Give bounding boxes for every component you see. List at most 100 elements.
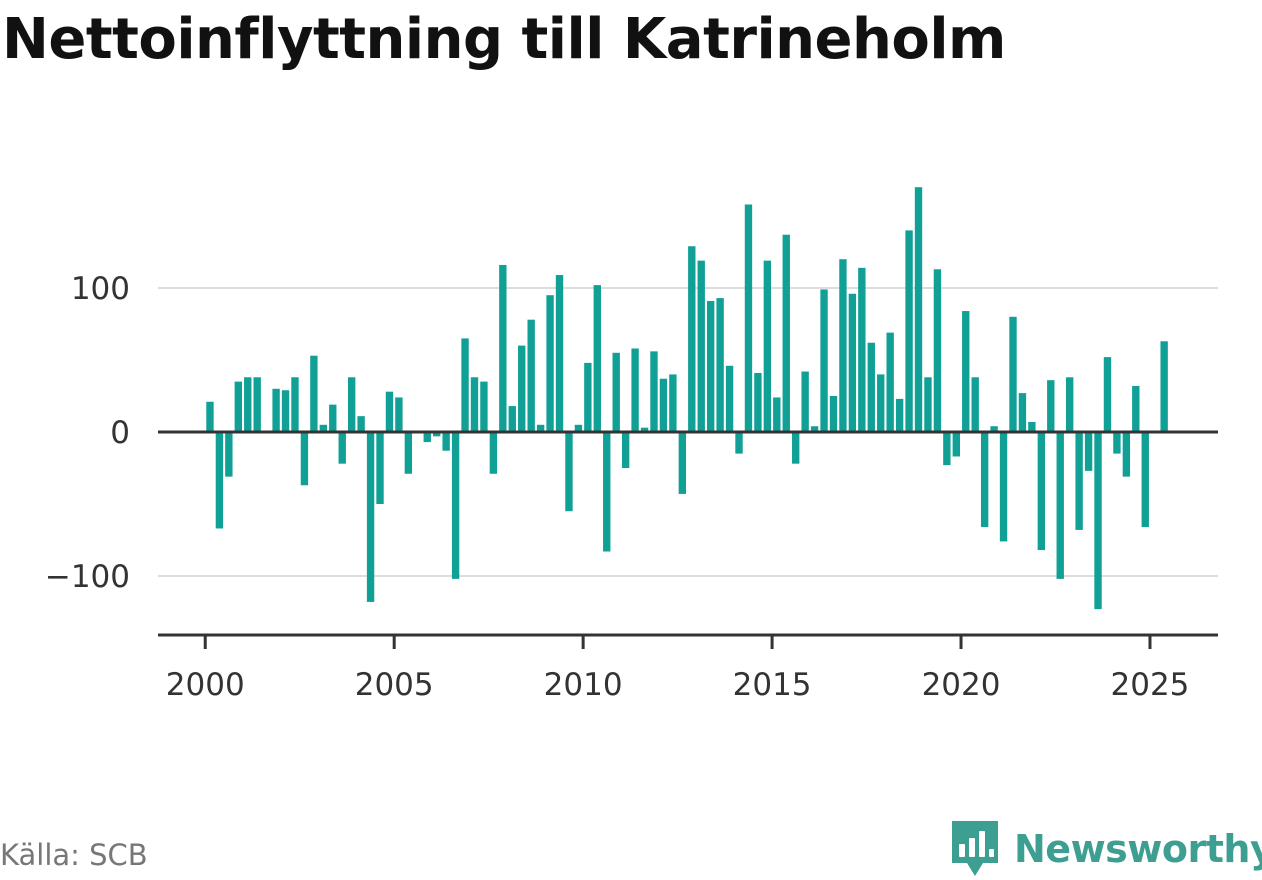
y-tick-label: −100 <box>45 559 130 595</box>
bar-2006-Q1 <box>433 432 441 437</box>
chart-title: Nettoinflyttning till Katrineholm <box>2 7 1006 72</box>
bars <box>206 187 1168 610</box>
bar-2011-Q3 <box>640 427 649 432</box>
bar-2017-Q1 <box>848 293 857 432</box>
bar-2017-Q4 <box>877 374 885 432</box>
bar-2000-Q3 <box>225 432 233 477</box>
bar-2014-Q3 <box>754 372 762 432</box>
bar-2022-Q4 <box>1065 377 1074 432</box>
bar-2024-Q4 <box>1141 432 1149 528</box>
bar-2020-Q4 <box>990 426 998 432</box>
bar-2012-Q4 <box>688 246 696 432</box>
bar-2000-Q4 <box>234 381 242 432</box>
bar-2011-Q1 <box>621 432 630 468</box>
bar-2024-Q2 <box>1122 432 1131 477</box>
bar-2001-Q2 <box>253 377 261 432</box>
bar-2008-Q1 <box>508 406 516 432</box>
x-tick-label: 2010 <box>544 667 623 703</box>
bar-2010-Q1 <box>584 362 592 432</box>
bar-2023-Q2 <box>1084 432 1093 471</box>
bar-2016-Q2 <box>820 289 828 432</box>
bar-2007-Q1 <box>470 377 479 432</box>
bar-2013-Q3 <box>716 298 724 432</box>
bar-2005-Q2 <box>404 432 413 474</box>
bar-2007-Q3 <box>489 432 498 474</box>
x-tick-label: 2005 <box>355 667 434 703</box>
bar-2020-Q2 <box>971 377 979 432</box>
x-tick-label: 2000 <box>166 667 245 703</box>
bar-2016-Q4 <box>839 259 847 432</box>
x-tick-label: 2025 <box>1111 667 1190 703</box>
brand-name: Newsworthy <box>1014 827 1262 871</box>
bar-2008-Q4 <box>536 424 545 432</box>
bar-2012-Q1 <box>659 378 668 432</box>
bar-2023-Q3 <box>1094 432 1102 610</box>
bar-2010-Q4 <box>612 352 620 432</box>
bar-2019-Q1 <box>924 377 932 432</box>
bar-2022-Q2 <box>1047 380 1055 432</box>
bar-2014-Q1 <box>735 432 743 454</box>
bar-2006-Q2 <box>442 432 450 451</box>
bar-2018-Q4 <box>914 187 923 432</box>
bar-2008-Q3 <box>527 319 535 432</box>
bar-2014-Q2 <box>744 204 753 432</box>
y-tick-label: 100 <box>71 271 130 307</box>
bar-2008-Q2 <box>518 345 526 432</box>
bar-2004-Q2 <box>366 432 375 602</box>
bar-2005-Q1 <box>395 397 403 432</box>
bar-2011-Q4 <box>650 351 658 432</box>
bar-2002-Q3 <box>300 432 309 486</box>
bar-2018-Q3 <box>905 230 913 432</box>
bar-2006-Q4 <box>461 338 469 432</box>
newsworthy-brand[interactable]: Newsworthy <box>950 818 1262 880</box>
x-tick-label: 2015 <box>733 667 812 703</box>
bar-2018-Q2 <box>895 398 904 432</box>
bar-2017-Q2 <box>858 267 866 432</box>
bar-2022-Q1 <box>1037 432 1046 551</box>
bar-2015-Q1 <box>773 397 781 432</box>
bar-2024-Q1 <box>1113 432 1121 454</box>
bar-2015-Q3 <box>792 432 800 464</box>
bar-2003-Q1 <box>319 424 328 432</box>
bar-2024-Q3 <box>1132 385 1140 432</box>
bar-2022-Q3 <box>1056 432 1064 579</box>
bar-2000-Q1 <box>206 401 214 432</box>
bar-2007-Q2 <box>480 381 488 432</box>
bar-2023-Q1 <box>1075 432 1083 530</box>
bar-2000-Q2 <box>215 432 224 529</box>
x-tick-label: 2020 <box>922 667 1001 703</box>
bar-2021-Q2 <box>1009 316 1017 432</box>
bar-2019-Q4 <box>952 432 960 457</box>
bar-2001-Q1 <box>244 377 252 432</box>
axes <box>158 430 1218 649</box>
bar-2021-Q4 <box>1028 421 1036 432</box>
bar-2018-Q1 <box>886 332 894 432</box>
newsworthy-logo-icon <box>952 821 998 876</box>
bar-2016-Q1 <box>810 426 819 432</box>
bar-2002-Q4 <box>310 355 318 432</box>
bar-2003-Q3 <box>338 432 346 464</box>
bar-2009-Q3 <box>565 432 573 512</box>
bar-2002-Q1 <box>281 390 290 432</box>
bar-2020-Q1 <box>962 311 970 432</box>
bar-2015-Q4 <box>801 371 809 432</box>
bar-2020-Q3 <box>980 432 989 528</box>
bar-2011-Q2 <box>631 348 639 432</box>
bar-2013-Q1 <box>697 260 705 432</box>
bar-2013-Q4 <box>725 365 734 432</box>
bar-2006-Q3 <box>451 432 460 579</box>
bar-2001-Q4 <box>272 388 280 432</box>
bar-2004-Q3 <box>376 432 384 504</box>
bar-2009-Q1 <box>546 295 554 432</box>
bar-2004-Q1 <box>357 416 365 432</box>
bar-2023-Q4 <box>1103 357 1112 432</box>
bar-2012-Q3 <box>678 432 687 494</box>
bar-2010-Q2 <box>593 285 601 432</box>
bar-2012-Q2 <box>669 374 677 432</box>
gridlines <box>158 287 1218 577</box>
bar-2013-Q2 <box>706 300 715 432</box>
bar-2015-Q2 <box>782 234 790 432</box>
bar-2002-Q2 <box>291 377 299 432</box>
bar-2019-Q2 <box>933 269 942 432</box>
bar-2007-Q4 <box>499 264 507 432</box>
